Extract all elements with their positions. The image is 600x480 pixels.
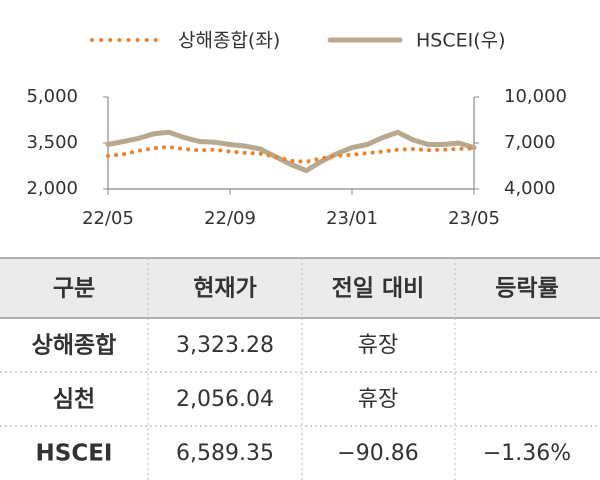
table-cell: 휴장 — [358, 387, 398, 412]
table-cell: −1.36% — [483, 441, 571, 466]
y-tick-label: 2,000 — [26, 178, 78, 199]
y2-tick-label: 7,000 — [504, 132, 556, 153]
legend-label: HSCEI(우) — [416, 30, 506, 52]
table-header: 전일 대비 — [332, 276, 425, 302]
y-tick-label: 3,500 — [26, 132, 78, 153]
table-cell: 2,056.04 — [176, 387, 274, 412]
x-tick-label: 22/05 — [82, 208, 134, 229]
table-header: 현재가 — [193, 276, 256, 302]
series-line — [106, 145, 476, 164]
x-tick-label: 22/09 — [204, 208, 256, 229]
legend-label: 상해종합(좌) — [178, 30, 280, 52]
table-cell: 3,323.28 — [176, 333, 274, 358]
row-label: 상해종합 — [32, 333, 117, 359]
x-tick-label: 23/01 — [326, 208, 378, 229]
y2-tick-label: 4,000 — [504, 178, 556, 199]
row-label: HSCEI — [36, 441, 113, 467]
y2-tick-label: 10,000 — [504, 86, 567, 107]
x-tick-label: 23/05 — [448, 208, 500, 229]
table-cell: 6,589.35 — [176, 441, 274, 466]
table-header-bg — [0, 258, 600, 318]
table-cell: −90.86 — [337, 441, 418, 466]
row-label: 심천 — [53, 387, 95, 413]
y-tick-label: 5,000 — [26, 86, 78, 107]
table-header: 등락률 — [495, 276, 558, 302]
series-line — [105, 129, 477, 174]
table-header: 구분 — [53, 276, 95, 302]
table-cell: 휴장 — [358, 333, 398, 358]
